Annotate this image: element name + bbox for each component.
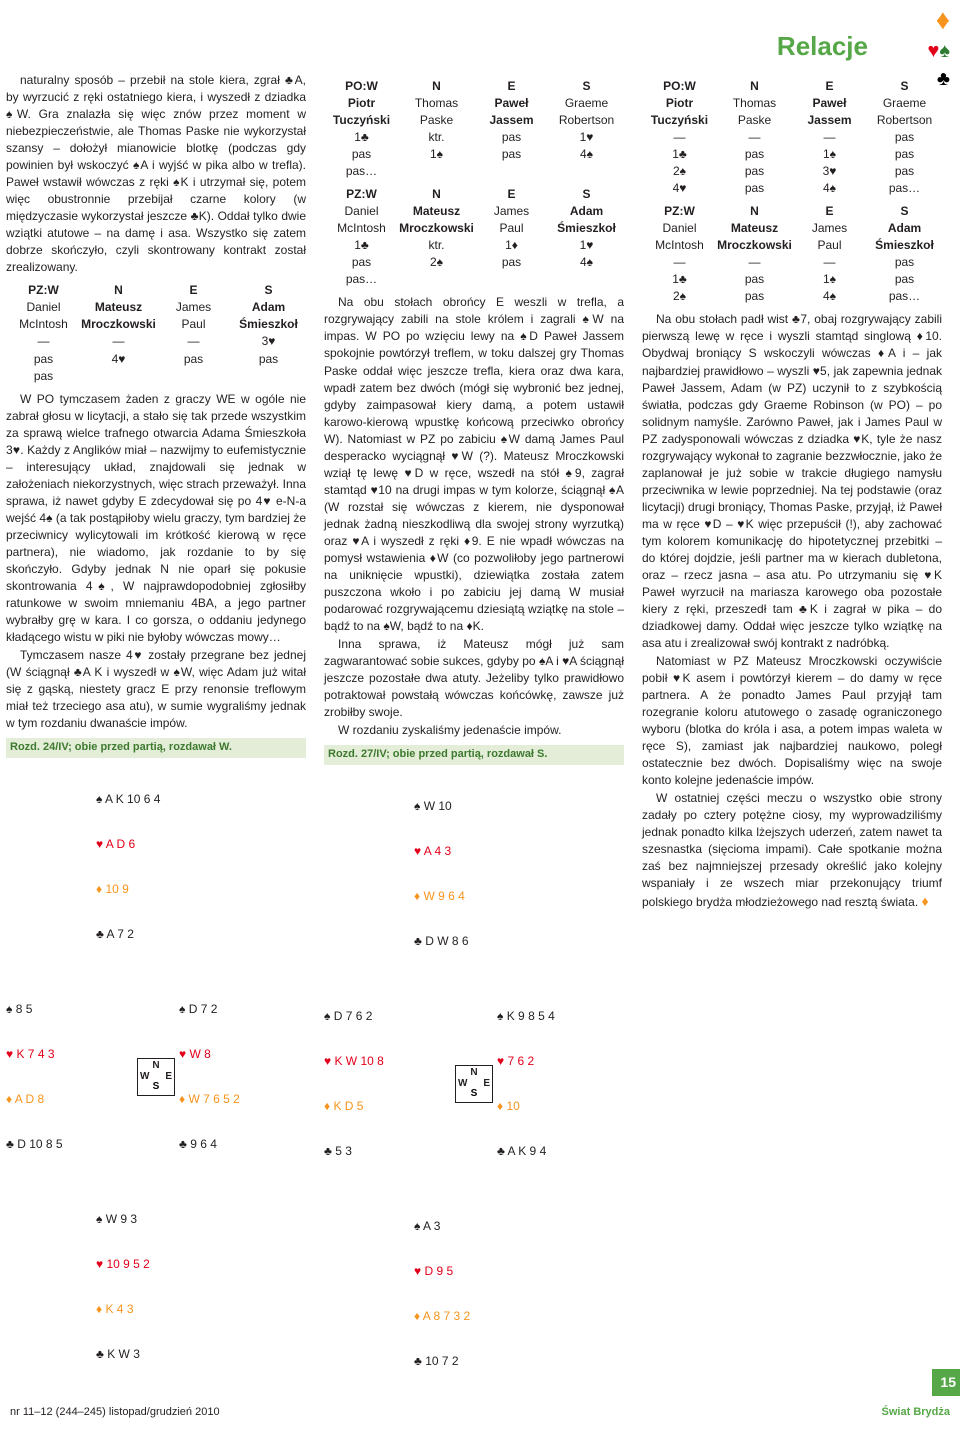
column-2: PO:WNES PiotrThomasPawełGraeme Tuczyński… [324,72,624,1399]
deal24: ♠ A K 10 6 4 ♥ A D 6 ♦ 10 9 ♣ A 7 2 ♠ 8 … [6,762,306,1392]
c3-p3: W ostatniej części meczu o wszystko obie… [642,790,942,912]
c3-bid-po: PO:WNES PiotrThomasPawełGraeme Tuczyński… [642,78,942,197]
column-3: PO:WNES PiotrThomasPawełGraeme Tuczyński… [642,72,942,1399]
footer-magazine: Świat Brydża [882,1405,950,1421]
c3-bid-pz: PZ:WNES DanielMateuszJamesAdam McIntoshM… [642,203,942,305]
deal27: ♠ W 10 ♥ A 4 3 ♦ W 9 6 4 ♣ D W 8 6 ♠ D 7… [324,769,624,1399]
c2-bid-po: PO:WNES PiotrThomasPawełGraeme Tuczyński… [324,78,624,180]
c2-p3: W rozdaniu zyskaliśmy jedenaście impów. [324,722,624,739]
c1-p1: naturalny sposób – przebił na stole kier… [6,72,306,276]
c2-p1: Na obu stołach obrońcy E weszli w trefla… [324,294,624,635]
deal24-title: Rozd. 24/IV; obie przed partią, rozdawał… [6,738,306,758]
c1-bid-pz: PZ:WNES DanielMateuszJamesAdam McIntoshM… [6,282,306,384]
compass-icon: NWES [455,1065,493,1103]
c2-bid-pz: PZ:WNES DanielMateuszJamesAdam McIntoshM… [324,186,624,288]
page-number-badge: 15 [932,1369,960,1397]
c3-p1: Na obu stołach padł wist ♣7, obaj rozgry… [642,311,942,652]
c1-p3: Tymczasem nasze 4♥ zostały przegrane bez… [6,647,306,732]
column-1: naturalny sposób – przebił na stole kier… [6,72,306,1399]
deal27-title: Rozd. 27/IV; obie przed partią, rozdawał… [324,745,624,765]
logo-suits: ♦ ♥♠ ♣ [880,6,950,66]
footer-issue: nr 11–12 (244–245) listopad/grudzień 201… [10,1405,220,1421]
diamond-icon: ♦ [922,893,929,909]
c2-p2: Inna sprawa, iż Mateusz mógł już sam zag… [324,636,624,721]
c3-p2: Natomiast w PZ Mateusz Mroczkowski oczyw… [642,653,942,789]
compass-icon: NWES [137,1058,175,1096]
page-title: Relacje [777,28,868,65]
footer: nr 11–12 (244–245) listopad/grudzień 201… [0,1399,960,1430]
c1-p2: W PO tymczasem żaden z graczy WE w ogóle… [6,391,306,646]
